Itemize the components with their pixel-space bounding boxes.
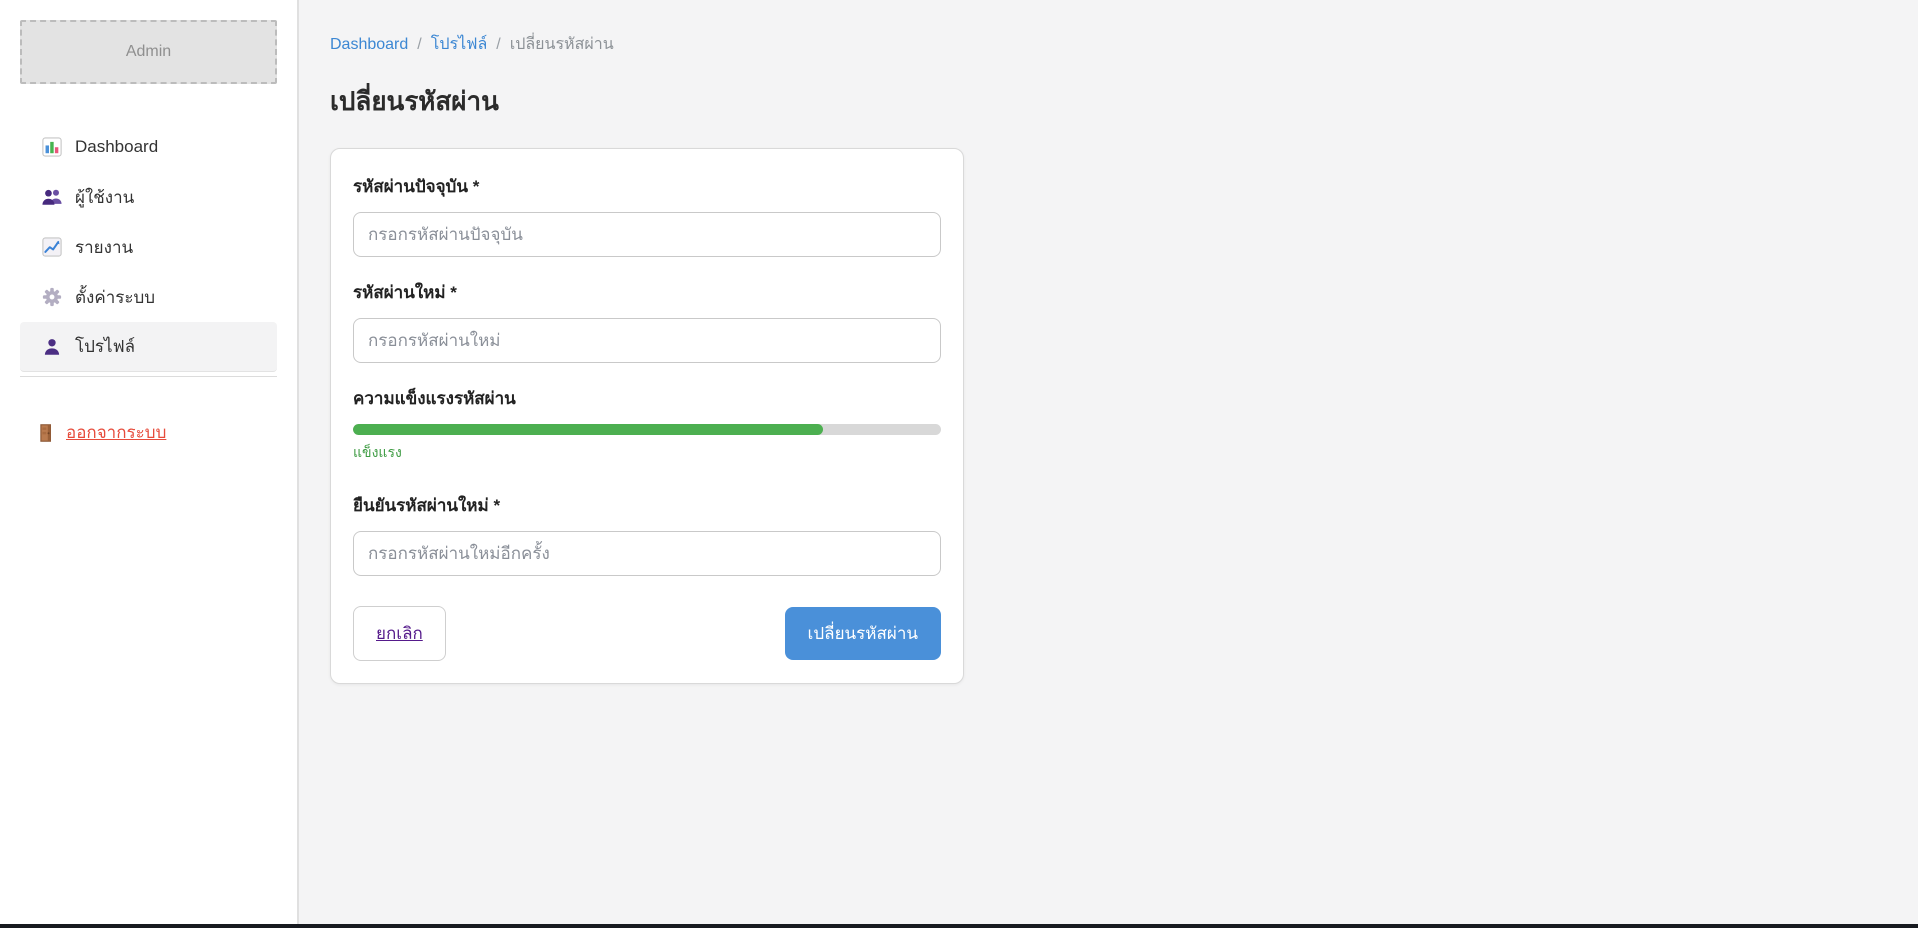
line-chart-icon xyxy=(42,237,62,257)
main-content: Dashboard / โปรไฟล์ / เปลี่ยนรหัสผ่าน เป… xyxy=(299,0,1918,928)
confirm-password-label: ยืนยันรหัสผ่านใหม่ * xyxy=(353,496,501,515)
change-password-button[interactable]: เปลี่ยนรหัสผ่าน xyxy=(784,607,941,660)
brand-box: Admin xyxy=(20,20,277,84)
password-strength-label: ความแข็งแรงรหัสผ่าน xyxy=(353,389,516,408)
button-row: ยกเลิก เปลี่ยนรหัสผ่าน xyxy=(353,606,941,661)
page-title: เปลี่ยนรหัสผ่าน xyxy=(330,86,499,116)
new-password-group: รหัสผ่านใหม่ * xyxy=(353,279,941,363)
password-strength-group: ความแข็งแรงรหัสผ่าน แข็งแรง xyxy=(353,385,941,464)
current-password-group: รหัสผ่านปัจจุบัน * xyxy=(353,173,941,257)
current-password-input[interactable] xyxy=(353,212,941,257)
new-password-input[interactable] xyxy=(353,318,941,363)
new-password-label: รหัสผ่านใหม่ * xyxy=(353,283,457,302)
current-password-label: รหัสผ่านปัจจุบัน * xyxy=(353,177,480,196)
sidebar-item-label: โปรไฟล์ xyxy=(75,337,136,356)
confirm-password-input[interactable] xyxy=(353,531,941,576)
password-strength-fill xyxy=(353,424,824,435)
sidebar-item-reports[interactable]: รายงาน xyxy=(20,222,277,272)
sidebar: Admin Dashboard xyxy=(0,0,299,928)
bar-chart-icon xyxy=(42,137,62,157)
sidebar-item-profile[interactable]: โปรไฟล์ xyxy=(20,322,277,372)
change-password-card: รหัสผ่านปัจจุบัน * รหัสผ่านใหม่ * ความแข… xyxy=(330,148,964,684)
sidebar-item-label: Dashboard xyxy=(75,137,159,156)
breadcrumb-separator: / xyxy=(417,35,422,53)
users-icon xyxy=(42,187,62,207)
password-strength-status: แข็งแรง xyxy=(353,444,402,460)
sidebar-divider xyxy=(20,376,277,377)
sidebar-item-settings[interactable]: ตั้งค่าระบบ xyxy=(20,272,277,322)
cancel-button[interactable]: ยกเลิก xyxy=(353,606,446,661)
breadcrumb-profile[interactable]: โปรไฟล์ xyxy=(430,36,488,53)
door-icon xyxy=(36,423,56,443)
sidebar-item-label: ตั้งค่าระบบ xyxy=(75,287,156,307)
logout-label: ออกจากระบบ xyxy=(66,423,167,442)
breadcrumb-dashboard[interactable]: Dashboard xyxy=(330,35,409,53)
sidebar-item-label: รายงาน xyxy=(75,237,134,257)
breadcrumb: Dashboard / โปรไฟล์ / เปลี่ยนรหัสผ่าน xyxy=(330,32,1918,57)
password-strength-track xyxy=(353,424,941,435)
confirm-password-group: ยืนยันรหัสผ่านใหม่ * xyxy=(353,492,941,576)
sidebar-item-label: ผู้ใช้งาน xyxy=(75,187,135,207)
sidebar-nav: Dashboard ผู้ใช้งาน xyxy=(20,122,277,372)
breadcrumb-separator: / xyxy=(496,35,501,53)
sidebar-item-dashboard[interactable]: Dashboard xyxy=(20,122,277,172)
bottom-edge-strip xyxy=(0,924,1918,928)
gear-icon xyxy=(42,287,62,307)
sidebar-item-users[interactable]: ผู้ใช้งาน xyxy=(20,172,277,222)
logout-link[interactable]: ออกจากระบบ xyxy=(36,419,166,446)
breadcrumb-current: เปลี่ยนรหัสผ่าน xyxy=(509,36,614,53)
brand-label: Admin xyxy=(125,43,172,60)
person-icon xyxy=(42,337,62,357)
